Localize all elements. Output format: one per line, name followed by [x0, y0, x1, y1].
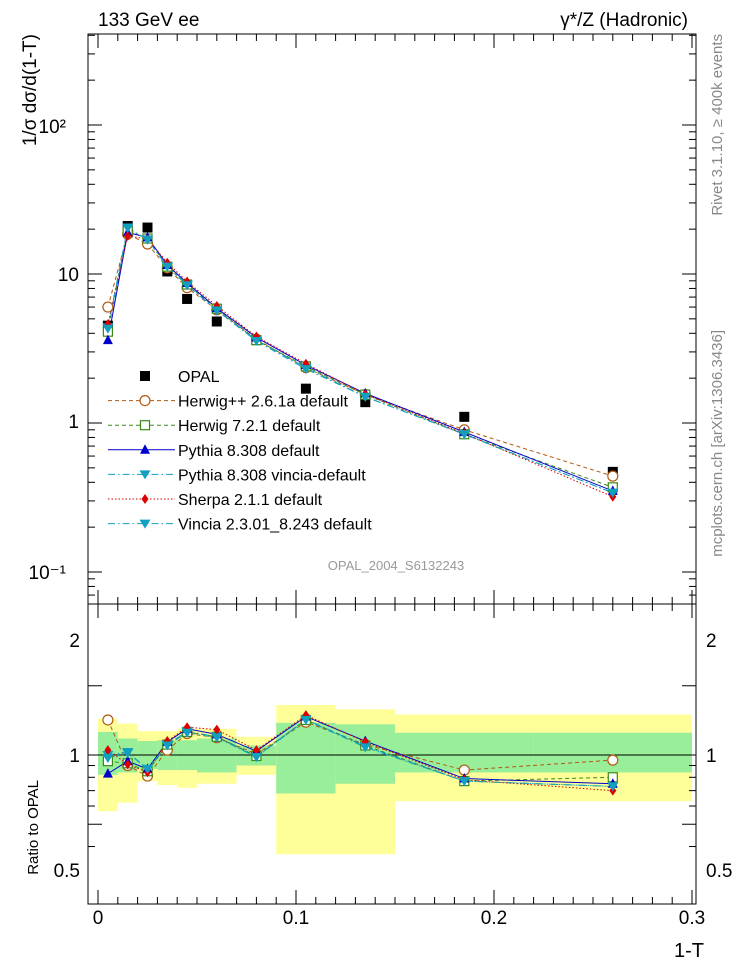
side-text-mcplots: mcplots.cern.ch [arXiv:1306.3436] — [709, 330, 726, 557]
ratio-point — [458, 777, 470, 787]
main-y-tick-label: 10² — [39, 117, 66, 138]
data-point — [211, 306, 223, 316]
legend-marker — [139, 470, 151, 480]
ratio-point — [122, 749, 134, 759]
legend-label: Pythia 8.308 vincia-default — [178, 467, 366, 484]
ratio-point — [250, 753, 262, 763]
ratio-y-tick-label: 0.5 — [54, 861, 80, 882]
data-point — [142, 222, 153, 233]
data-point — [459, 411, 470, 422]
legend: OPAL Herwig++ 2.6.1a default Herwig 7.2.1 … — [108, 369, 372, 534]
watermark-analysis: OPAL_2004_S6132243 — [328, 558, 464, 573]
data-point — [161, 262, 173, 272]
ratio-point — [300, 715, 312, 725]
ratio-point — [607, 782, 619, 792]
legend-marker — [139, 519, 151, 529]
data-point — [607, 488, 619, 498]
ratio-point — [607, 754, 619, 766]
ratio-point — [142, 764, 153, 774]
ratio-y-axis-label: Ratio to OPAL — [25, 780, 42, 875]
data-point — [102, 324, 114, 334]
ratio-point — [181, 728, 193, 738]
legend-label: Sherpa 2.1.1 default — [178, 492, 323, 509]
legend-marker — [139, 395, 151, 407]
data-point — [181, 281, 193, 291]
main-y-tick-label: 1 — [68, 412, 79, 433]
ratio-point — [213, 724, 221, 735]
data-point — [182, 293, 193, 304]
legend-marker — [140, 371, 150, 381]
main-y-axis-label: 1/σ dσ/d(1-T) — [20, 34, 41, 146]
ratio-y-tick-label: 1 — [69, 746, 80, 767]
ratio-band-inner — [276, 722, 336, 794]
ratio-point — [102, 754, 114, 764]
ratio-point — [124, 759, 132, 770]
data-point — [458, 430, 470, 440]
data-point — [607, 470, 619, 482]
data-point — [102, 301, 114, 313]
header-right-title: γ*/Z (Hadronic) — [560, 10, 688, 31]
data-point — [211, 316, 222, 327]
ratio-point — [161, 741, 173, 751]
x-tick-label: 0.1 — [283, 908, 309, 929]
x-axis-label: 1-T — [674, 940, 704, 962]
data-point — [122, 224, 134, 234]
data-point — [250, 337, 262, 347]
series-line-herwig-2-6-1a-default — [107, 233, 613, 477]
legend-label: Vincia 2.3.01_8.243 default — [178, 517, 372, 534]
ratio-y-tick-label-right: 2 — [706, 631, 717, 652]
ratio-plot-frame — [87, 603, 697, 905]
data-point — [359, 392, 371, 402]
ratio-point — [102, 768, 113, 778]
x-tick-label: 0.3 — [679, 908, 705, 929]
legend-label: OPAL — [178, 369, 220, 386]
main-series-group — [102, 220, 619, 502]
legend-marker — [141, 494, 149, 504]
legend-label: Herwig++ 2.6.1a default — [178, 394, 348, 411]
legend-label: Pythia 8.308 default — [178, 443, 320, 460]
ratio-y-tick-label-right: 1 — [706, 746, 717, 767]
data-point — [300, 365, 312, 375]
ratio-point — [211, 733, 223, 743]
ratio-point — [252, 745, 260, 756]
ratio-point — [104, 745, 112, 756]
series-line-vincia-2-3-01-8-243-default — [107, 227, 613, 494]
data-point — [300, 383, 311, 394]
x-tick-label: 0.2 — [481, 908, 507, 929]
header-left-title: 133 GeV ee — [98, 10, 199, 31]
data-point — [360, 397, 371, 408]
main-y-tick-label: 10 — [58, 265, 79, 286]
ratio-point — [359, 743, 371, 753]
ratio-y-tick-label-right: 0.5 — [706, 861, 732, 882]
data-point — [142, 235, 153, 245]
axes-ticks — [88, 34, 696, 904]
data-point — [102, 334, 113, 345]
ratio-line-vincia-2-3-01-8-243-default — [107, 719, 613, 787]
ratio-y-tick-label: 2 — [69, 631, 80, 652]
legend-marker — [139, 420, 151, 431]
ratio-point — [102, 714, 114, 726]
legend-marker — [140, 444, 150, 454]
x-tick-label: 0 — [93, 908, 104, 929]
legend-label: Herwig 7.2.1 default — [178, 418, 321, 435]
main-y-tick-label: 10⁻¹ — [29, 563, 67, 584]
data-point — [124, 230, 132, 241]
side-text-rivet: Rivet 3.1.10, ≥ 400k events — [709, 34, 726, 216]
ratio-band-inner — [533, 732, 692, 773]
ratio-series-group — [102, 710, 619, 796]
